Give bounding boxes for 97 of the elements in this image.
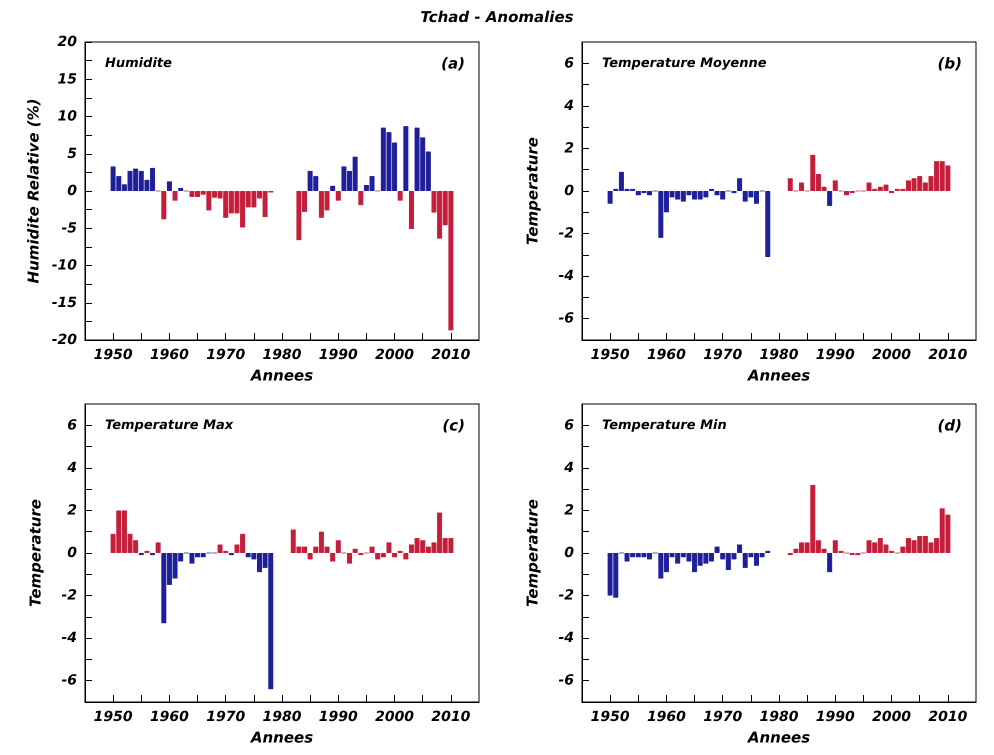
x-tick-label: 2000 xyxy=(375,347,414,363)
x-tick-label: 2000 xyxy=(872,347,912,363)
y-tick-label: 2 xyxy=(67,502,77,518)
bar xyxy=(408,191,414,229)
x-tick-label: 2010 xyxy=(431,347,471,363)
x-tick-label: 1980 xyxy=(262,709,302,725)
y-tick-label: 15 xyxy=(58,71,78,88)
annotation: (b) xyxy=(938,54,962,72)
y-axis-title: Humidite Relative (%) xyxy=(24,98,42,284)
bar xyxy=(172,191,178,201)
y-tick-label: 0 xyxy=(67,545,78,561)
bar xyxy=(737,178,742,191)
text: Temperature Max xyxy=(105,418,234,433)
x-tick-label: 1990 xyxy=(318,709,358,725)
text: Humidite xyxy=(105,56,172,71)
x-tick-label: 1960 xyxy=(150,347,190,363)
bar xyxy=(330,186,336,191)
bar xyxy=(392,553,398,558)
x-tick-label: 1950 xyxy=(590,347,630,363)
x-tick-label: 2010 xyxy=(928,709,968,725)
y-tick-label: -4 xyxy=(558,268,574,284)
x-tick-label: 2000 xyxy=(872,709,912,725)
x-tick-label: 2010 xyxy=(928,347,968,363)
x-tick-label: 1980 xyxy=(760,709,799,725)
bar xyxy=(714,546,720,553)
x-tick-label: 1960 xyxy=(150,709,190,725)
y-tick-label: -6 xyxy=(558,672,574,689)
y-tick-label: -15 xyxy=(52,294,78,311)
bar xyxy=(403,553,408,560)
y-tick-label: -20 xyxy=(52,332,78,348)
bar xyxy=(358,191,364,206)
x-tick-label: 1960 xyxy=(646,347,686,363)
x-tick-label: 1970 xyxy=(206,709,246,725)
y-tick-label: 0 xyxy=(564,545,574,561)
x-tick-label: 1970 xyxy=(703,347,742,363)
y-tick-label: 6 xyxy=(564,417,574,434)
annotation: (c) xyxy=(442,416,466,434)
annotation: (d) xyxy=(938,416,962,434)
y-tick-label: -6 xyxy=(61,672,78,689)
x-tick-label: 1950 xyxy=(94,347,133,363)
x-tick-label: 1990 xyxy=(816,347,856,363)
annotation: (a) xyxy=(441,54,466,72)
bar xyxy=(156,542,161,553)
text: Temperature Moyenne xyxy=(602,56,767,71)
y-tick-label: 2 xyxy=(564,140,574,156)
y-tick-label: 2 xyxy=(564,502,574,518)
y-tick-label: -2 xyxy=(61,588,77,604)
y-tick-label: 6 xyxy=(564,55,574,72)
x-axis-title: Annees xyxy=(250,728,314,746)
x-tick-label: 1970 xyxy=(703,709,742,725)
text: Tchad - Anomalies xyxy=(419,8,575,26)
x-axis-title: Annees xyxy=(746,728,810,746)
bar xyxy=(352,548,358,553)
y-tick-label: 0 xyxy=(564,183,574,199)
bar xyxy=(336,191,341,201)
x-tick-label: 1970 xyxy=(206,347,246,363)
bar xyxy=(330,553,336,562)
y-tick-label: -4 xyxy=(61,630,77,646)
y-tick-label: 4 xyxy=(563,460,574,476)
x-tick-label: 2000 xyxy=(375,709,414,725)
x-tick-label: 1950 xyxy=(590,709,630,725)
y-tick-label: 4 xyxy=(66,460,77,476)
bar xyxy=(308,553,313,560)
text: Temperature Min xyxy=(602,418,727,433)
y-tick-label: -2 xyxy=(558,588,574,604)
x-axis-title: Annees xyxy=(746,366,810,384)
x-axis-title: Annees xyxy=(250,366,314,384)
y-tick-label: -10 xyxy=(52,258,78,274)
y-tick-label: 20 xyxy=(58,34,78,50)
bar xyxy=(827,553,832,572)
bar xyxy=(166,181,172,191)
x-tick-label: 1980 xyxy=(262,347,302,363)
y-tick-label: -4 xyxy=(558,630,574,646)
y-axis-title: Temperature xyxy=(26,499,44,607)
y-axis-title: Temperature xyxy=(524,499,542,607)
y-tick-label: 0 xyxy=(67,183,78,199)
x-tick-label: 1960 xyxy=(646,709,686,725)
x-tick-label: 1980 xyxy=(760,347,799,363)
y-tick-label: -6 xyxy=(558,310,574,327)
y-tick-label: -2 xyxy=(558,226,574,242)
x-tick-label: 2010 xyxy=(431,709,471,725)
y-axis-title: Temperature xyxy=(524,137,542,245)
bar xyxy=(608,191,613,204)
x-tick-label: 1950 xyxy=(94,709,133,725)
bar xyxy=(178,188,184,191)
bar xyxy=(386,542,392,553)
y-tick-label: 5 xyxy=(67,146,78,162)
bar xyxy=(398,191,403,201)
bar xyxy=(403,126,408,191)
bar xyxy=(827,191,832,206)
y-tick-label: -5 xyxy=(61,220,78,236)
x-tick-label: 1990 xyxy=(816,709,856,725)
x-tick-label: 1990 xyxy=(318,347,358,363)
y-tick-label: 10 xyxy=(58,108,78,124)
y-tick-label: 6 xyxy=(67,417,78,434)
y-tick-label: 4 xyxy=(563,98,574,114)
bar xyxy=(737,544,742,553)
